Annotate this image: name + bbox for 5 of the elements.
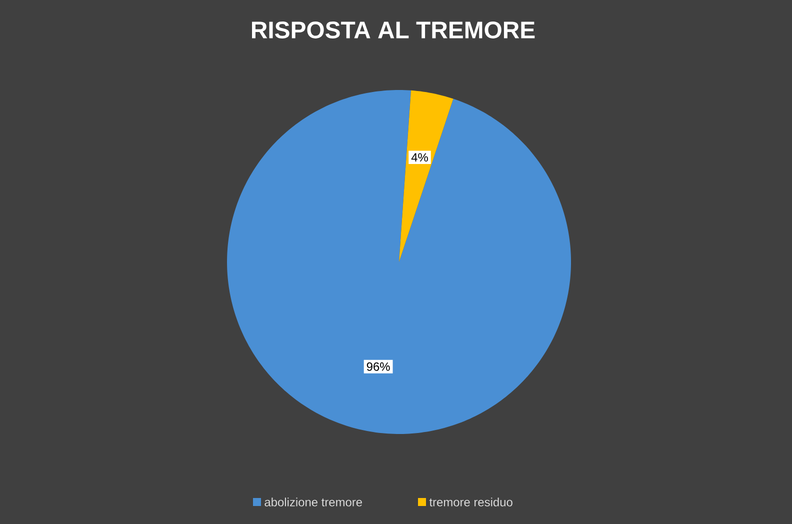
data-label: 4% — [411, 153, 428, 162]
chart-title: RISPOSTA AL TREMORE — [252, 22, 535, 38]
legend-label: tremore residuo — [429, 498, 512, 506]
data-label: 96% — [366, 362, 390, 371]
legend-label: abolizione tremore — [264, 498, 362, 506]
